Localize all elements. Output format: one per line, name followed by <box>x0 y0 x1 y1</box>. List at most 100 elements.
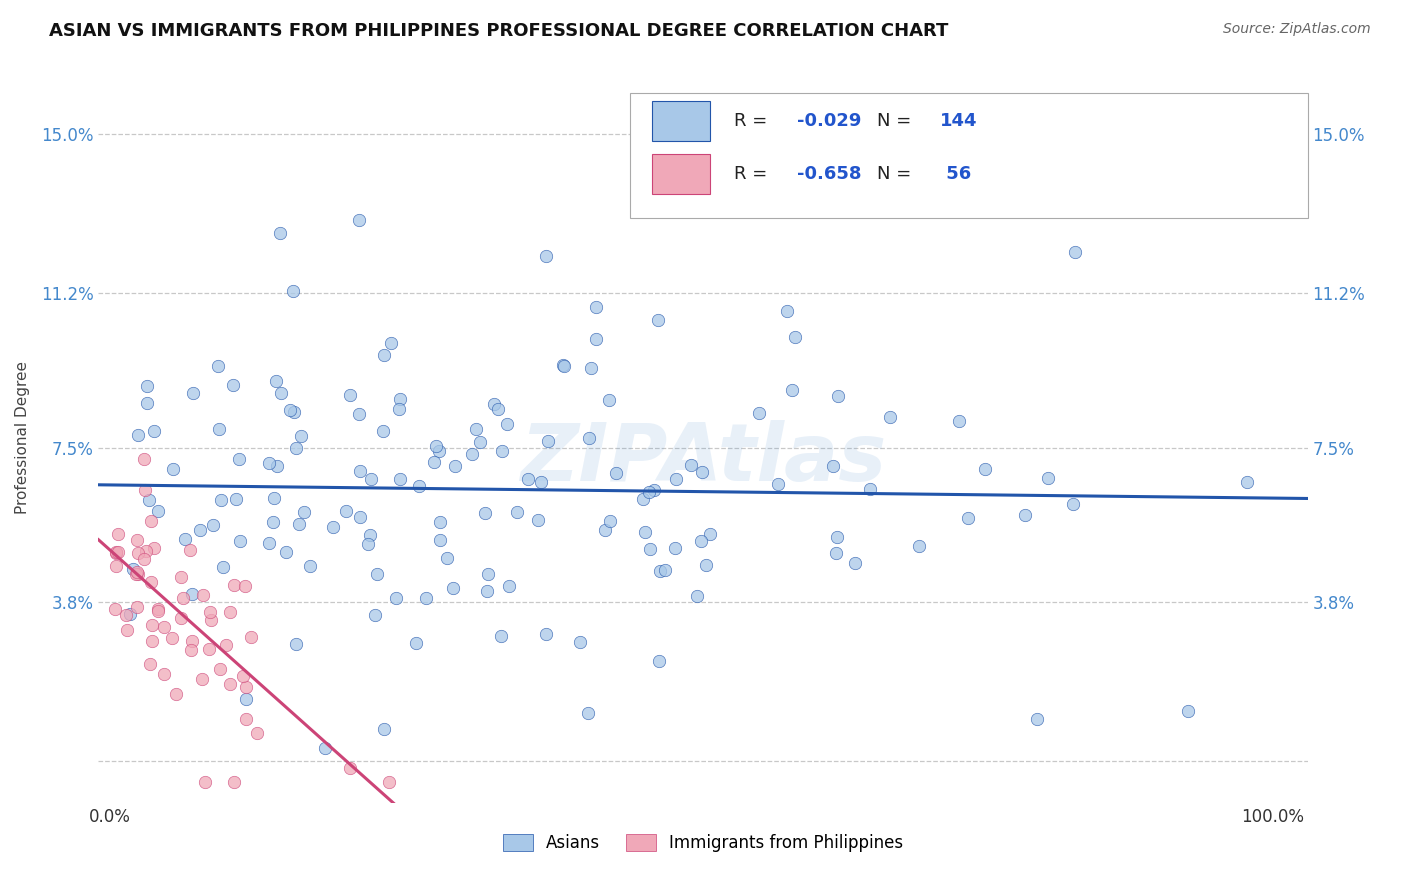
Point <box>202 517 225 532</box>
Point <box>298 558 321 573</box>
Point <box>208 422 231 436</box>
Point <box>633 492 655 507</box>
Point <box>104 602 127 616</box>
Point <box>314 741 336 756</box>
Point <box>136 396 159 410</box>
Point <box>235 691 257 706</box>
Text: 144: 144 <box>941 112 977 130</box>
Point <box>270 386 292 401</box>
Point <box>664 541 686 556</box>
Point <box>146 604 169 618</box>
Point <box>643 483 665 497</box>
Point <box>780 383 803 397</box>
Point <box>263 491 285 506</box>
Point <box>132 451 155 466</box>
Point <box>180 643 202 657</box>
Point <box>429 515 451 529</box>
Point <box>127 566 149 581</box>
Point <box>423 455 446 469</box>
Point <box>415 591 437 605</box>
Point <box>1062 498 1084 512</box>
Point <box>699 527 721 541</box>
Point <box>553 358 575 372</box>
Point <box>1014 508 1036 522</box>
Point <box>380 336 402 351</box>
Point <box>690 533 713 548</box>
FancyBboxPatch shape <box>652 101 710 141</box>
Point <box>233 579 256 593</box>
Point <box>429 533 451 547</box>
Point <box>477 567 499 582</box>
Point <box>948 415 970 429</box>
Point <box>235 680 257 694</box>
Point <box>104 545 127 559</box>
Point <box>139 657 162 671</box>
Point <box>568 635 591 649</box>
Point <box>339 388 361 402</box>
Point <box>599 514 621 528</box>
Point <box>974 462 997 476</box>
Point <box>648 654 671 668</box>
Text: R =: R = <box>734 112 773 130</box>
Point <box>232 669 254 683</box>
Point <box>690 465 713 479</box>
Point <box>486 402 509 417</box>
Point <box>827 389 849 403</box>
Point <box>1036 471 1059 485</box>
Point <box>679 458 702 472</box>
Point <box>136 379 159 393</box>
Point <box>125 533 148 547</box>
Point <box>146 602 169 616</box>
Point <box>371 425 394 439</box>
Text: N =: N = <box>877 165 917 183</box>
Point <box>506 505 529 519</box>
Point <box>125 599 148 614</box>
Point <box>1177 705 1199 719</box>
Point <box>468 435 491 450</box>
Point <box>162 462 184 476</box>
Point <box>170 570 193 584</box>
Point <box>578 431 600 445</box>
FancyBboxPatch shape <box>652 153 710 194</box>
Point <box>373 722 395 736</box>
Point <box>266 458 288 473</box>
Point <box>118 607 141 621</box>
Point <box>347 213 370 227</box>
Point <box>388 472 411 486</box>
Point <box>290 429 312 443</box>
Point <box>360 472 382 486</box>
Point <box>648 564 671 578</box>
Point <box>107 544 129 558</box>
Text: -0.029: -0.029 <box>797 112 862 130</box>
Point <box>388 401 411 416</box>
Point <box>349 464 371 478</box>
Point <box>347 407 370 421</box>
Point <box>262 515 284 529</box>
Point <box>585 332 607 346</box>
Point <box>139 514 162 528</box>
Point <box>957 510 980 524</box>
Point <box>287 516 309 531</box>
Point <box>378 775 401 789</box>
Point <box>576 706 599 721</box>
Point <box>489 629 512 643</box>
Point <box>498 579 520 593</box>
Point <box>127 546 149 560</box>
Point <box>228 533 250 548</box>
Point <box>162 631 184 645</box>
Point <box>127 428 149 442</box>
Point <box>138 492 160 507</box>
Point <box>235 712 257 726</box>
Point <box>219 605 242 619</box>
Point <box>225 492 247 507</box>
Point <box>638 484 661 499</box>
Point <box>104 546 127 560</box>
Point <box>1064 244 1087 259</box>
Point <box>191 588 214 602</box>
Point <box>125 567 148 582</box>
Point <box>388 392 411 406</box>
Point <box>408 479 430 493</box>
Point <box>534 249 557 263</box>
Point <box>269 226 291 240</box>
Point <box>165 687 187 701</box>
